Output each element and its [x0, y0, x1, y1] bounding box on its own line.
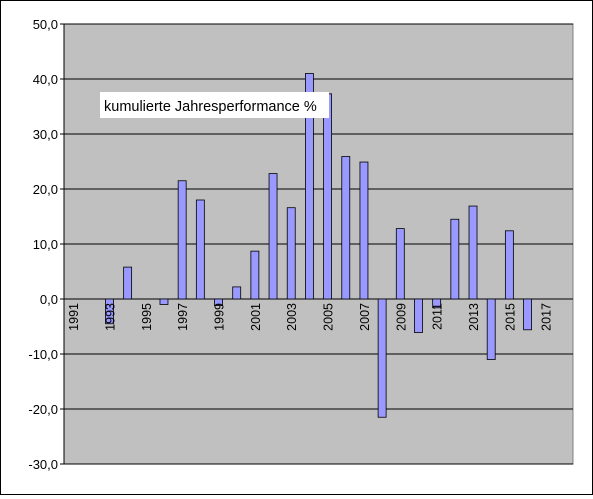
x-tick-label: 2011: [431, 303, 445, 330]
bar-2009: [395, 228, 405, 300]
bar-2013: [468, 205, 478, 300]
y-tick-label: 50,0: [33, 17, 58, 32]
bar-2001: [250, 250, 260, 300]
bar-1997: [177, 180, 187, 300]
x-tick-label: 2005: [322, 303, 336, 331]
bar-2006: [341, 156, 351, 300]
y-tick-label: -30,0: [28, 457, 58, 472]
y-tick-label: 20,0: [33, 182, 58, 197]
bar-1998: [195, 199, 205, 300]
y-tick-label: -10,0: [28, 347, 58, 362]
x-tick-label: 1999: [213, 303, 227, 331]
bar-2011: [432, 298, 442, 309]
bar-2014: [486, 298, 496, 360]
bar-1994: [123, 266, 133, 300]
bar-2016: [523, 298, 532, 331]
y-tick-label: -20,0: [28, 402, 58, 417]
y-tick-label: 10,0: [33, 237, 58, 252]
bar-2008: [377, 298, 387, 418]
x-tick-label: 1997: [176, 303, 190, 331]
y-tick-label: 0,0: [40, 292, 58, 307]
bar-2012: [450, 218, 460, 300]
bar-2007: [359, 161, 369, 300]
bar-2015: [504, 230, 514, 300]
y-tick-label: 30,0: [33, 127, 58, 142]
x-tick-label: 2017: [540, 303, 554, 331]
y-tick-label: 40,0: [33, 72, 58, 87]
bar-1996: [159, 298, 169, 305]
chart-title: kumulierte Jahresperformance %: [104, 99, 317, 115]
bar-2000: [232, 286, 242, 300]
bar-2002: [268, 173, 278, 300]
bar-2005: [323, 93, 332, 300]
bar-1993: [105, 298, 114, 325]
bar-1999: [214, 298, 223, 306]
x-tick-label: 1991: [67, 303, 81, 331]
x-tick-label: 2013: [467, 303, 481, 331]
x-tick-label: 1995: [140, 303, 154, 331]
bar-2004: [305, 73, 314, 300]
chart-title-box: [100, 92, 329, 118]
bar-2010: [414, 298, 423, 333]
x-tick-label: 2015: [503, 303, 517, 331]
x-tick-label: 1993: [103, 303, 117, 331]
x-tick-label: 2003: [285, 303, 299, 331]
x-tick-label: 2007: [358, 303, 372, 331]
x-tick-label: 2001: [249, 303, 263, 331]
x-tick-label: 2009: [394, 303, 408, 331]
bar-2003: [286, 207, 296, 300]
